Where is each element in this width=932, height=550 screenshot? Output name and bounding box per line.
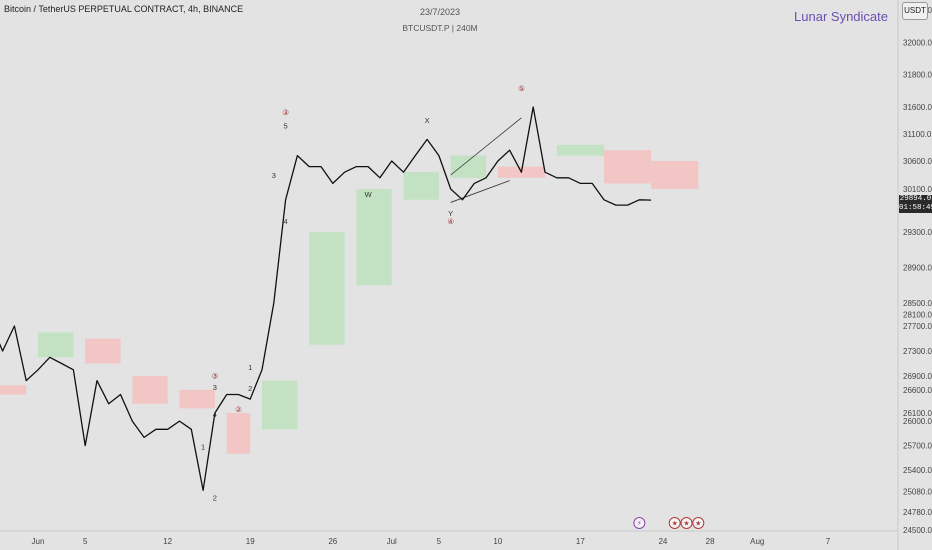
us-flag-icon-glyph: ★ (672, 520, 678, 528)
cloud-bearish-segment (85, 338, 121, 364)
time-tick-label: 5 (83, 537, 88, 546)
wave-label: 1 (201, 443, 205, 452)
symbol-title: Bitcoin / TetherUS PERPETUAL CONTRACT, 4… (4, 4, 244, 14)
time-tick-label: 10 (493, 537, 502, 546)
us-flag-icon[interactable] (680, 517, 693, 529)
time-tick-label: Aug (750, 537, 764, 546)
price-line (0, 106, 652, 491)
time-tick-label: 28 (706, 537, 715, 546)
bar-countdown: 01:58:49 (899, 204, 932, 212)
price-tick-label: 30600.0 (903, 157, 932, 166)
time-tick-label: Jun (32, 537, 45, 546)
time-axis[interactable]: Jun 5 12 19 26 Jul 5 10 17 24 28 Aug 7 (0, 530, 898, 546)
time-tick-label: 24 (658, 537, 667, 546)
event-markers[interactable]: ⚡ ★ ★ ★ (633, 517, 705, 529)
last-price-tag: 29894.0 01:58:49 (899, 195, 932, 213)
wave-label: ③ (211, 371, 218, 380)
lightning-icon[interactable] (633, 517, 646, 529)
price-tick-label: 25700.0 (903, 442, 932, 451)
price-tick-label: 24500.0 (903, 526, 932, 535)
price-tick-label: 28900.0 (903, 264, 932, 273)
wave-label: 1 (248, 363, 252, 372)
wave-label: 3 (213, 383, 217, 392)
wave-label: ③ (282, 108, 289, 117)
price-tick-label: 26900.0 (903, 372, 932, 381)
price-series (0, 106, 652, 491)
us-flag-icon[interactable] (692, 517, 705, 529)
price-tick-label: 31800.0 (903, 71, 932, 80)
wave-label: W (365, 190, 373, 199)
price-tick-label: 32000.0 (903, 38, 932, 47)
cloud-bearish-segment (0, 385, 27, 395)
cloud-bearish-segment (179, 389, 215, 409)
time-tick-label: 17 (576, 537, 585, 546)
price-tick-label: 26000.0 (903, 417, 932, 426)
wave-label: 3 (272, 171, 276, 180)
price-tick-label: 26600.0 (903, 386, 932, 395)
cloud-bullish-segment (403, 172, 439, 200)
channel-line (450, 117, 522, 176)
date-label: 23/7/2023 (419, 7, 461, 17)
channel-line (450, 180, 510, 203)
time-tick-label: 19 (246, 537, 255, 546)
time-tick-label: 5 (437, 537, 442, 546)
cloud-bullish-segment (309, 232, 345, 345)
brand-watermark: Lunar Syndicate (794, 9, 888, 24)
wave-label: X (425, 116, 430, 125)
cloud-bullish-segment (38, 332, 74, 358)
price-tick-label: 29300.0 (903, 228, 932, 237)
price-tick-label: 31100.0 (903, 130, 932, 139)
time-tick-label: Jul (387, 537, 397, 546)
us-flag-icon[interactable] (668, 517, 681, 529)
ichimoku-cloud (0, 144, 699, 454)
price-tick-label: 28500.0 (903, 299, 932, 308)
cloud-bullish-segment (556, 144, 604, 156)
cloud-bearish-segment (132, 376, 168, 404)
cloud-bearish-segment (603, 150, 652, 184)
cloud-bearish-segment (651, 161, 699, 189)
time-tick-label: 12 (163, 537, 172, 546)
wave-label: 2 (213, 493, 217, 502)
last-price: 29894.0 (899, 195, 932, 203)
price-tick-label: 25080.0 (903, 488, 932, 497)
lightning-icon-glyph: ⚡ (637, 520, 642, 528)
price-tick-label: 27700.0 (903, 322, 932, 331)
price-tick-label: 25400.0 (903, 466, 932, 475)
wave-label: 4 (284, 217, 288, 226)
wave-label: ⑤ (518, 84, 525, 93)
wave-label: ② (235, 405, 242, 414)
cloud-bullish-segment (356, 189, 392, 286)
wave-label: 5 (284, 122, 288, 131)
time-tick-label: 26 (328, 537, 337, 546)
price-tick-label: 24780.0 (903, 508, 932, 517)
price-axis[interactable]: 32200.032000.031800.031600.031100.030600… (897, 0, 932, 550)
wave-label: ④ (447, 217, 454, 226)
cloud-bullish-segment (450, 155, 487, 178)
price-tick-label: 31600.0 (903, 103, 932, 112)
price-tick-label: 26100.0 (903, 409, 932, 418)
currency-button[interactable]: USDT (902, 2, 928, 20)
wave-labels: 2 1 4 3 ③ ② 2 1 3 4 ③ 5 W X Y④ ⑤ (201, 84, 525, 503)
price-tick-label: 27300.0 (903, 347, 932, 356)
wave-label: Y (448, 209, 453, 218)
wave-label: 2 (248, 384, 252, 393)
cloud-bearish-segment (226, 413, 251, 454)
us-flag-icon-glyph: ★ (683, 520, 689, 528)
price-tick-label: 28100.0 (903, 311, 932, 320)
cloud-bullish-segment (262, 380, 298, 430)
time-tick-label: 7 (826, 537, 831, 546)
chart-subtitle: BTCUSDT.P | 240M (402, 23, 478, 33)
us-flag-icon-glyph: ★ (695, 520, 701, 528)
wave-label: 4 (213, 410, 217, 419)
price-tick-label: 30100.0 (903, 185, 932, 194)
